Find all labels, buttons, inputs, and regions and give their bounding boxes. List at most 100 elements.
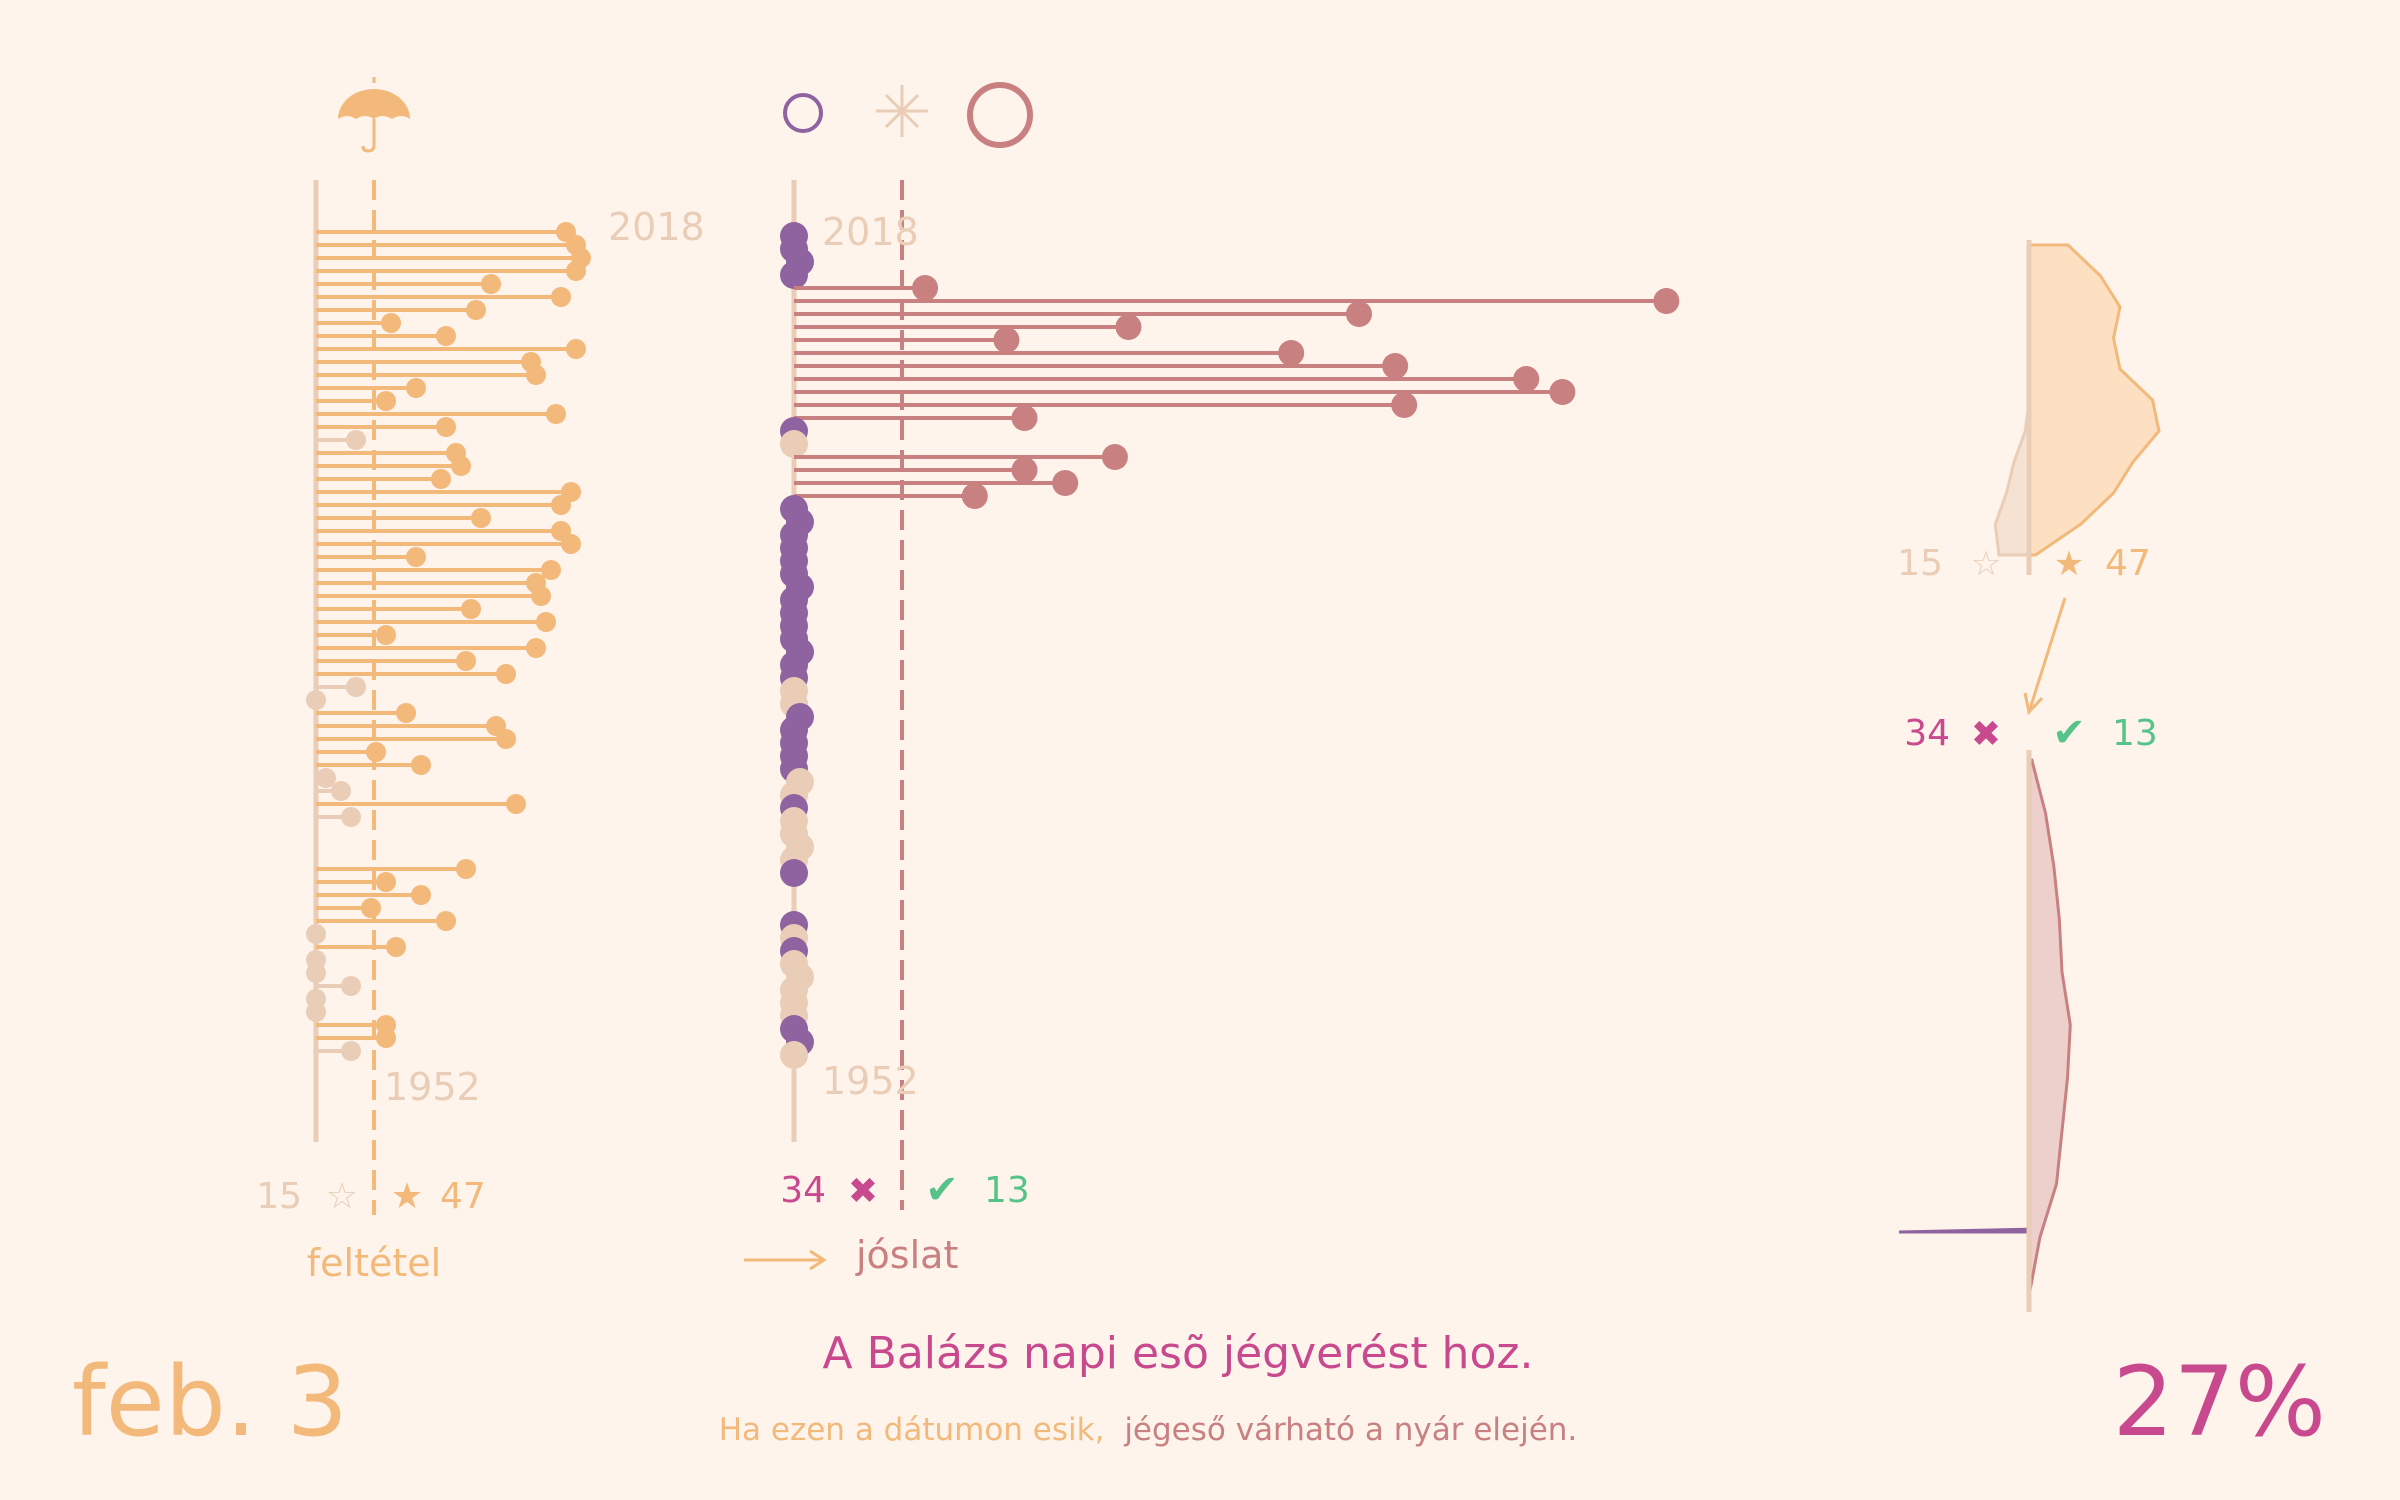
umbrella-icon (338, 77, 410, 153)
prediction-hit-count: 13 (984, 1170, 1030, 1211)
sparkle-icon (876, 85, 928, 137)
condition-point (456, 859, 476, 879)
filled-star-icon: ★ (391, 1176, 423, 1217)
condition-point (341, 976, 361, 996)
condition-point (411, 755, 431, 775)
condition-point (531, 586, 551, 606)
prediction-point (1011, 405, 1038, 431)
condition-false-count: 15 (256, 1176, 302, 1217)
condition-point (551, 495, 571, 515)
arrow-icon (744, 1249, 827, 1271)
condition-point (496, 664, 516, 684)
subtitle: Ha ezen a dátumon esik, jégeső várható a… (719, 1412, 1578, 1448)
prediction-year-bottom: 1952 (822, 1059, 919, 1103)
condition-point (306, 963, 326, 983)
prediction-point (1653, 288, 1680, 314)
prediction-point (1278, 340, 1305, 366)
density-filled-star-icon: ★ (2054, 544, 2084, 584)
prediction-label: jóslat (855, 1233, 958, 1277)
prediction-point (1382, 353, 1409, 379)
prediction-point (993, 327, 1020, 353)
condition-point (366, 742, 386, 762)
condition-point (396, 703, 416, 723)
prediction-point (1391, 392, 1418, 418)
prediction-point (780, 1041, 808, 1069)
probability-percent: 27% (2113, 1346, 2326, 1458)
condition-point (546, 404, 566, 424)
condition-point (461, 599, 481, 619)
condition-point (466, 300, 486, 320)
prediction-point (1346, 301, 1372, 327)
condition-point (341, 807, 361, 827)
condition-year-top: 2018 (608, 205, 705, 249)
condition-point (306, 924, 326, 944)
prediction-point (961, 483, 988, 509)
prediction-no-event-density (1898, 1205, 2031, 1234)
condition-point (341, 1041, 361, 1061)
condition-point (406, 547, 426, 567)
condition-point (456, 651, 476, 671)
condition-year-bottom: 1952 (384, 1065, 481, 1109)
condition-point (526, 638, 546, 658)
prediction-density-chart (1898, 750, 2072, 1312)
density-false-count: 15 (1897, 543, 1943, 584)
condition-point (376, 625, 396, 645)
prediction-miss-count: 34 (780, 1170, 826, 1211)
prediction-year-top: 2018 (822, 210, 919, 254)
condition-point (386, 937, 406, 957)
condition-point (566, 339, 586, 359)
prediction-point (1513, 366, 1540, 392)
condition-point (346, 677, 366, 697)
density-miss-count: 34 (1904, 713, 1950, 754)
condition-false-density (1993, 245, 2031, 557)
subtitle-condition: Ha ezen a dátumon esik, (719, 1412, 1105, 1448)
condition-point (536, 612, 556, 632)
density-hit-count: 13 (2112, 713, 2158, 754)
condition-point (471, 508, 491, 528)
prediction-point (1549, 379, 1576, 405)
prediction-point (780, 430, 808, 458)
subtitle-prediction: jégeső várható a nyár elején. (1123, 1412, 1577, 1448)
cross-icon: ✖ (848, 1171, 878, 1212)
condition-true-count: 47 (440, 1176, 486, 1217)
condition-point (316, 768, 336, 788)
condition-point (376, 872, 396, 892)
condition-point (376, 1028, 396, 1048)
condition-point (496, 729, 516, 749)
prediction-point (912, 275, 939, 301)
prediction-point (1052, 470, 1079, 496)
prediction-lollipop-chart: 2018 1952 (780, 180, 1680, 1210)
condition-point (431, 469, 451, 489)
prediction-point (1115, 314, 1142, 340)
condition-true-density (2027, 243, 2161, 557)
condition-point (566, 261, 586, 281)
headline: A Balázs napi esõ jégverést hoz. (823, 1328, 1534, 1379)
prediction-point (780, 261, 808, 289)
condition-point (331, 781, 351, 801)
density-true-count: 47 (2105, 543, 2151, 584)
condition-point (451, 456, 471, 476)
condition-point (436, 911, 456, 931)
condition-lollipop-chart: 2018 1952 (306, 180, 705, 1215)
condition-point (411, 885, 431, 905)
check-icon: ✔ (925, 1167, 959, 1213)
condition-density-chart (1993, 240, 2161, 575)
condition-point (361, 898, 381, 918)
condition-point (346, 430, 366, 450)
condition-point (306, 690, 326, 710)
condition-point (381, 313, 401, 333)
condition-label: feltétel (307, 1241, 441, 1285)
condition-point (406, 378, 426, 398)
condition-point (541, 560, 561, 580)
density-empty-star-icon: ☆ (1971, 544, 2001, 584)
condition-point (306, 1002, 326, 1022)
density-cross-icon: ✖ (1971, 714, 2001, 755)
ring-large-icon (967, 82, 1033, 148)
prediction-point (1011, 457, 1038, 483)
condition-point (506, 794, 526, 814)
condition-point (561, 534, 581, 554)
date-title: feb. 3 (72, 1346, 348, 1458)
empty-star-icon: ☆ (326, 1176, 358, 1217)
condition-point (436, 417, 456, 437)
condition-point (481, 274, 501, 294)
